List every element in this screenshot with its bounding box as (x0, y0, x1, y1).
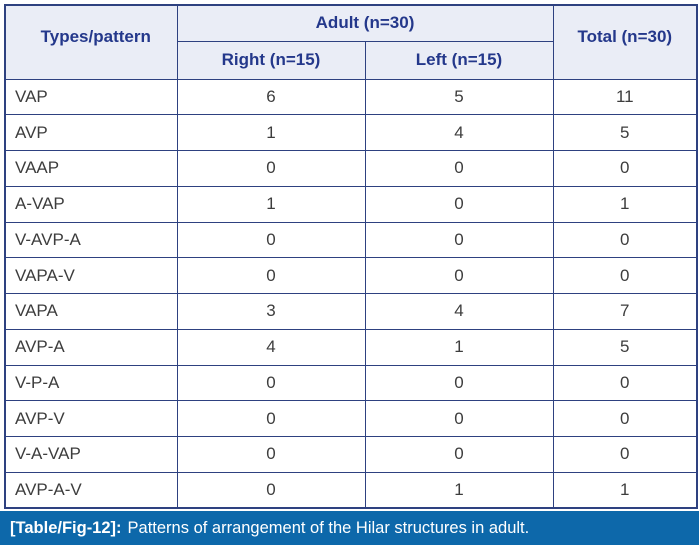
table-row: V-A-VAP 0 0 0 (4, 436, 698, 473)
total-value: 0 (552, 400, 698, 437)
row-label: VAAP (4, 150, 178, 187)
total-value: 1 (552, 185, 698, 223)
right-value: 0 (176, 257, 366, 294)
row-label: VAPA (4, 293, 178, 330)
right-value: 0 (176, 400, 366, 437)
row-label: VAPA-V (4, 257, 178, 294)
table-caption-bar: [Table/Fig-12]: Patterns of arrangement … (0, 511, 699, 545)
total-value: 5 (552, 114, 698, 151)
right-value: 0 (176, 364, 366, 402)
table-row: VAPA 3 4 7 (4, 293, 698, 330)
table-row: VAAP 0 0 0 (4, 150, 698, 187)
header-row-group: Types/pattern Adult (n=30) Total (n=30) (4, 4, 698, 80)
column-header-left: Left (n=15) (364, 40, 554, 80)
left-value: 0 (364, 257, 554, 294)
total-value: 0 (552, 221, 698, 259)
right-value: 3 (176, 293, 366, 330)
table-row: VAPA-V 0 0 0 (4, 257, 698, 294)
row-label: V-AVP-A (4, 221, 178, 259)
left-value: 0 (364, 400, 554, 437)
total-value: 0 (552, 257, 698, 294)
right-value: 0 (176, 436, 366, 473)
left-value: 4 (364, 114, 554, 151)
left-value: 0 (364, 436, 554, 473)
left-value: 5 (364, 78, 554, 116)
table-row: V-AVP-A 0 0 0 (4, 221, 698, 259)
total-value: 0 (552, 436, 698, 473)
left-value: 0 (364, 364, 554, 402)
hilar-patterns-table: Types/pattern Adult (n=30) Total (n=30) … (4, 4, 699, 509)
column-group-header-adult: Adult (n=30) (176, 4, 554, 42)
table-row: AVP-A 4 1 5 (4, 328, 698, 366)
total-value: 1 (552, 471, 698, 509)
left-value: 0 (364, 185, 554, 223)
caption-label: [Table/Fig-12]: (10, 518, 122, 537)
table-row: V-P-A 0 0 0 (4, 364, 698, 402)
right-value: 0 (176, 150, 366, 187)
row-label: AVP-A (4, 328, 178, 366)
table-header: Types/pattern Adult (n=30) Total (n=30) … (4, 4, 698, 80)
row-label: VAP (4, 78, 178, 116)
left-value: 1 (364, 328, 554, 366)
row-label: V-A-VAP (4, 436, 178, 473)
total-value: 7 (552, 293, 698, 330)
right-value: 1 (176, 185, 366, 223)
column-header-types-pattern: Types/pattern (4, 4, 178, 80)
total-value: 0 (552, 364, 698, 402)
table-body: VAP 6 5 11 AVP 1 4 5 VAAP 0 0 0 A-VAP 1 … (4, 78, 698, 509)
left-value: 1 (364, 471, 554, 509)
table-row: AVP-A-V 0 1 1 (4, 471, 698, 509)
row-label: A-VAP (4, 185, 178, 223)
table-row: A-VAP 1 0 1 (4, 185, 698, 223)
right-value: 0 (176, 221, 366, 259)
row-label: V-P-A (4, 364, 178, 402)
total-value: 0 (552, 150, 698, 187)
right-value: 4 (176, 328, 366, 366)
table-row: AVP 1 4 5 (4, 114, 698, 151)
table-row: VAP 6 5 11 (4, 78, 698, 116)
left-value: 0 (364, 221, 554, 259)
column-header-total: Total (n=30) (552, 4, 698, 80)
total-value: 11 (552, 78, 698, 116)
total-value: 5 (552, 328, 698, 366)
right-value: 1 (176, 114, 366, 151)
column-header-right: Right (n=15) (176, 40, 366, 80)
table-row: AVP-V 0 0 0 (4, 400, 698, 437)
caption-text: Patterns of arrangement of the Hilar str… (127, 518, 530, 537)
row-label: AVP-A-V (4, 471, 178, 509)
left-value: 0 (364, 150, 554, 187)
row-label: AVP-V (4, 400, 178, 437)
header-row-sides: Right (n=15) Left (n=15) (5, 40, 697, 80)
left-value: 4 (364, 293, 554, 330)
right-value: 0 (176, 471, 366, 509)
row-label: AVP (4, 114, 178, 151)
right-value: 6 (176, 78, 366, 116)
